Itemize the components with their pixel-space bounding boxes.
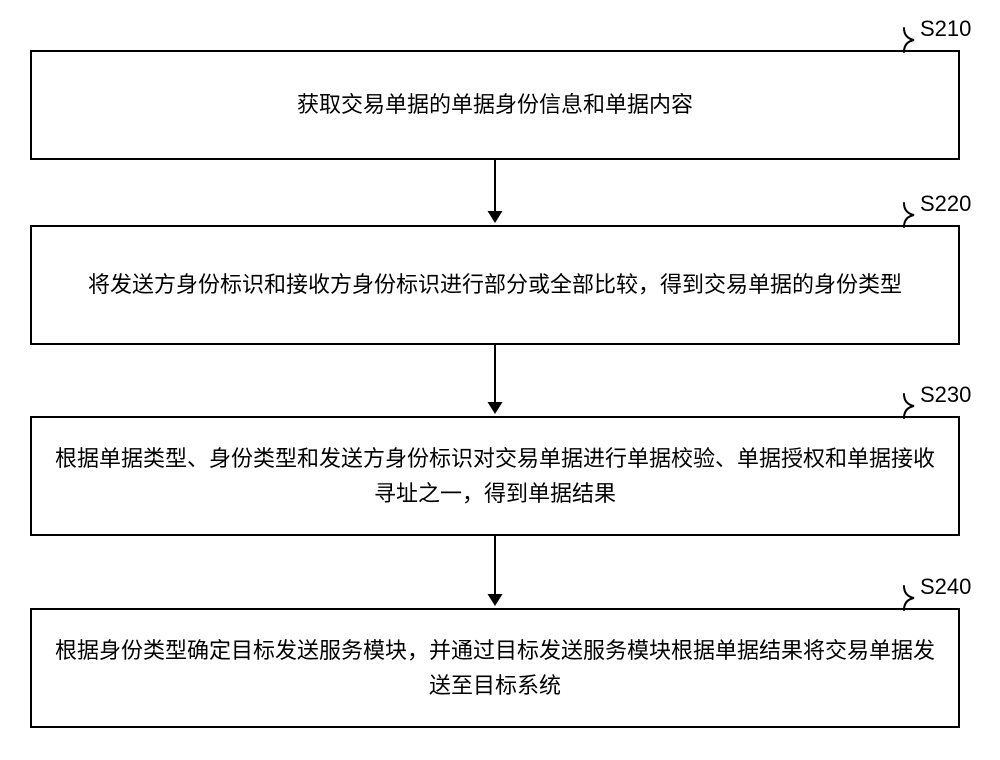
step-box-s240: 根据身份类型确定目标发送服务模块，并通过目标发送服务模块根据单据结果将交易单据发… — [30, 608, 960, 728]
step-text-s210: 获取交易单据的单据身份信息和单据内容 — [297, 87, 693, 122]
step-box-s210: 获取交易单据的单据身份信息和单据内容 — [30, 50, 960, 160]
step-box-s230: 根据单据类型、身份类型和发送方身份标识对交易单据进行单据校验、单据授权和单据接收… — [30, 416, 960, 536]
arrow-s230-s240 — [475, 536, 515, 608]
flowchart-container: 获取交易单据的单据身份信息和单据内容 S210 将发送方身份标识和接收方身份标识… — [0, 0, 1000, 760]
step-text-s230: 根据单据类型、身份类型和发送方身份标识对交易单据进行单据校验、单据授权和单据接收… — [52, 441, 938, 511]
step-label-s210: S210 — [920, 16, 971, 42]
step-label-s220: S220 — [920, 191, 971, 217]
step-box-s220: 将发送方身份标识和接收方身份标识进行部分或全部比较，得到交易单据的身份类型 — [30, 225, 960, 345]
arrow-s210-s220 — [475, 160, 515, 225]
step-text-s220: 将发送方身份标识和接收方身份标识进行部分或全部比较，得到交易单据的身份类型 — [88, 267, 902, 302]
step-text-s240: 根据身份类型确定目标发送服务模块，并通过目标发送服务模块根据单据结果将交易单据发… — [52, 633, 938, 703]
step-label-s230: S230 — [920, 382, 971, 408]
arrow-s220-s230 — [475, 345, 515, 416]
step-label-s240: S240 — [920, 574, 971, 600]
